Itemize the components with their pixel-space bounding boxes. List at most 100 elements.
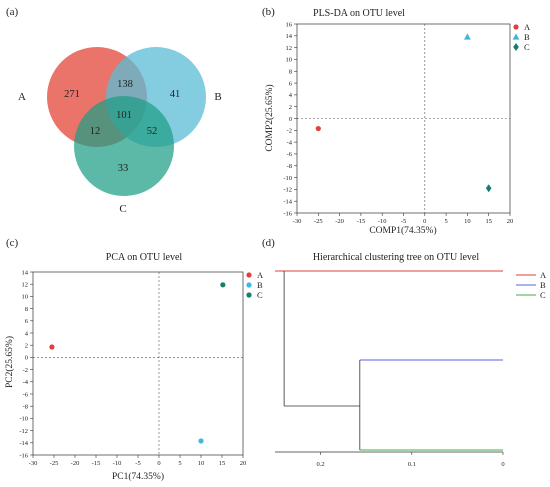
plsda-x-tick-label: 15 (485, 218, 492, 225)
dendrogram-tick-label: 0.2 (317, 461, 325, 468)
plsda-legend-label-c: C (524, 42, 530, 52)
plsda-legend-marker-a (513, 24, 519, 30)
pca-y-tick-label: -2 (23, 367, 28, 374)
pca-y-tick-label: -14 (19, 440, 28, 447)
pca-x-tick-label: -10 (113, 460, 122, 467)
venn-count-bc: 52 (147, 126, 158, 137)
dendrogram-tick-label: 0 (501, 461, 504, 468)
plsda-y-tick-label: -10 (283, 175, 292, 182)
plsda-x-tick-label: 10 (464, 218, 471, 225)
venn-set-label-c: C (119, 203, 126, 215)
pca-y-tick-label: -6 (23, 391, 29, 398)
venn-count-abc: 101 (116, 110, 132, 121)
venn-set-label-a: A (18, 91, 26, 103)
plsda-y-tick-label: -16 (283, 210, 292, 217)
pca-y-tick-label: 14 (22, 269, 29, 276)
pca-y-tick-label: 2 (25, 343, 28, 350)
plsda-y-tick-label: -14 (283, 198, 292, 205)
pca-point-a (49, 344, 55, 350)
pca-y-tick-label: -12 (19, 428, 28, 435)
plsda-y-tick-label: 0 (289, 116, 292, 123)
pca-y-tick-label: 6 (25, 318, 29, 325)
plsda-x-tick-label: -30 (293, 218, 302, 225)
plsda-x-axis-label: COMP1(74.35%) (369, 225, 436, 236)
dendrogram-plot: Hierarchical clustering tree on OTU leve… (275, 252, 547, 468)
plsda-y-tick-label: -4 (287, 139, 293, 146)
plsda-legend-label-b: B (524, 32, 530, 42)
pca-point-c (220, 282, 226, 288)
pca-x-tick-label: -15 (92, 460, 101, 467)
plsda-title: PLS-DA on OTU level (313, 8, 405, 19)
plsda-y-tick-label: 4 (289, 92, 293, 99)
plsda-x-tick-label: 5 (444, 218, 447, 225)
venn-count-a-only: 271 (64, 89, 80, 100)
plsda-y-tick-label: 8 (289, 69, 292, 76)
pca-y-axis-label: PC2(25.65%) (4, 336, 15, 388)
pca-y-tick-label: -4 (23, 379, 29, 386)
dendrogram-title: Hierarchical clustering tree on OTU leve… (313, 252, 480, 263)
plsda-y-tick-label: 10 (286, 57, 293, 64)
plsda-x-tick-label: 20 (507, 218, 514, 225)
plsda-x-tick-label: -15 (357, 218, 366, 225)
plsda-y-tick-label: -6 (287, 151, 293, 158)
panel-label-d: (d) (262, 237, 275, 249)
panel-label-c: (c) (6, 237, 19, 249)
venn-diagram: A B C 271 138 41 101 12 52 33 (18, 47, 222, 215)
pca-y-tick-label: -16 (19, 452, 28, 459)
pca-point-b (198, 438, 204, 444)
plsda-plot: PLS-DA on OTU level -30 -25 -2 0 -15 -10 -5 0 5 1… (264, 8, 531, 236)
plsda-y-axis-label: COMP2(25.65%) (264, 84, 275, 151)
plsda-legend-marker-b (512, 33, 520, 40)
plsda-legend-label-a: A (524, 22, 531, 32)
pca-y-tick-label: 4 (25, 330, 29, 337)
plsda-x-tick-label: -25 (314, 218, 323, 225)
dendrogram-legend-label-a: A (540, 270, 547, 280)
plsda-y-tick-label: 16 (286, 21, 293, 28)
venn-count-c-only: 33 (118, 163, 129, 174)
pca-x-tick-label: 10 (198, 460, 205, 467)
venn-set-label-b: B (214, 91, 221, 103)
venn-circle-c (74, 96, 174, 196)
pca-x-tick-label: -30 (29, 460, 38, 467)
plsda-legend-marker-c (513, 43, 519, 51)
pca-legend-marker-c (246, 292, 252, 298)
venn-count-ab: 138 (117, 79, 133, 90)
venn-count-b-only: 41 (170, 89, 181, 100)
dendrogram-tick-label: 0.1 (408, 461, 416, 468)
pca-title: PCA on OTU level (106, 252, 183, 263)
plsda-y-tick-label: 2 (289, 104, 292, 111)
plsda-x-tick-label: -5 (401, 218, 406, 225)
plsda-y-tick-label: 6 (289, 80, 293, 87)
venn-count-ac: 12 (90, 126, 101, 137)
pca-x-tick-label: -25 (50, 460, 59, 467)
pca-x-tick-label: 15 (219, 460, 226, 467)
plsda-x-tick-label: -10 (378, 218, 387, 225)
plsda-x-tick-label: 0 (423, 218, 426, 225)
pca-x-tick-label: 20 (240, 460, 247, 467)
pca-y-tick-label: 8 (25, 306, 28, 313)
pca-x-tick-label: -20 (71, 460, 80, 467)
pca-legend-marker-b (246, 282, 252, 288)
pca-x-tick-label: 0 (157, 460, 160, 467)
pca-x-axis-label: PC1(74.35%) (112, 471, 164, 482)
pca-legend-label-c: C (257, 290, 263, 300)
pca-x-tick-label: -5 (135, 460, 140, 467)
pca-y-tick-label: 10 (22, 294, 29, 301)
plsda-y-tick-label: -12 (283, 187, 292, 194)
pca-x-tick-label: 5 (178, 460, 181, 467)
panel-label-b: (b) (262, 6, 275, 18)
plsda-point-c (485, 184, 492, 193)
dendrogram-legend-label-b: B (540, 280, 546, 290)
pca-legend-marker-a (246, 272, 252, 278)
plsda-y-tick-label: 12 (286, 45, 293, 52)
pca-plot-frame (32, 271, 244, 456)
pca-legend-label-b: B (257, 280, 263, 290)
plsda-y-tick-label: -2 (287, 128, 292, 135)
pca-y-tick-label: 0 (25, 355, 28, 362)
dendrogram-legend-label-c: C (540, 290, 546, 300)
plsda-point-b (464, 33, 471, 40)
plsda-y-tick-label: -8 (287, 163, 292, 170)
pca-legend-label-a: A (257, 270, 264, 280)
pca-y-tick-label: -10 (19, 416, 28, 423)
